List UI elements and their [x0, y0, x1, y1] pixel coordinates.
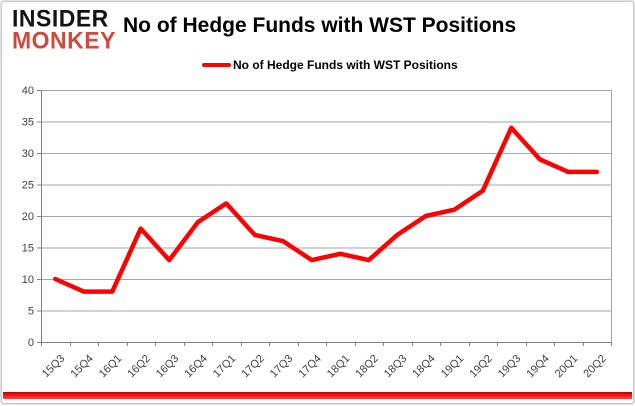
- logo-line-insider: INSIDER: [12, 4, 109, 32]
- svg-text:15Q3: 15Q3: [40, 353, 68, 381]
- page-title: No of Hedge Funds with WST Positions: [123, 14, 517, 37]
- svg-text:0: 0: [28, 337, 34, 349]
- y-axis-labels: 0 5 10 15 20 25 30 35 40: [22, 85, 34, 349]
- svg-text:17Q4: 17Q4: [296, 353, 324, 381]
- svg-text:19Q3: 19Q3: [496, 353, 524, 381]
- svg-text:19Q4: 19Q4: [524, 353, 552, 381]
- svg-text:18Q3: 18Q3: [382, 353, 410, 381]
- svg-text:17Q2: 17Q2: [239, 353, 267, 381]
- svg-text:19Q1: 19Q1: [439, 353, 467, 381]
- svg-text:16Q2: 16Q2: [125, 353, 153, 381]
- svg-text:35: 35: [22, 117, 34, 129]
- legend-line-swatch: [202, 63, 231, 67]
- axes: [37, 90, 612, 346]
- insider-monkey-logo: INSIDER MONKEY: [12, 4, 116, 54]
- svg-text:16Q3: 16Q3: [154, 353, 182, 381]
- svg-text:30: 30: [22, 148, 34, 160]
- svg-text:18Q1: 18Q1: [325, 353, 353, 381]
- svg-text:20Q1: 20Q1: [553, 353, 581, 381]
- logo-line-monkey: MONKEY: [12, 26, 116, 54]
- svg-text:18Q4: 18Q4: [410, 353, 438, 381]
- svg-text:16Q1: 16Q1: [97, 353, 125, 381]
- svg-text:20Q2: 20Q2: [581, 353, 609, 381]
- svg-text:20: 20: [22, 211, 34, 223]
- svg-text:15: 15: [22, 243, 34, 255]
- svg-text:40: 40: [22, 85, 34, 97]
- chart-legend: No of Hedge Funds with WST Positions: [202, 58, 458, 72]
- svg-text:10: 10: [22, 274, 34, 286]
- svg-text:15Q4: 15Q4: [68, 353, 96, 381]
- svg-text:17Q1: 17Q1: [211, 353, 239, 381]
- svg-text:16Q4: 16Q4: [182, 353, 210, 381]
- gridlines: [41, 90, 612, 342]
- svg-text:17Q3: 17Q3: [268, 353, 296, 381]
- svg-text:5: 5: [28, 306, 34, 318]
- legend-label: No of Hedge Funds with WST Positions: [233, 58, 458, 72]
- bottom-red-bar: [3, 392, 632, 399]
- svg-text:18Q2: 18Q2: [353, 353, 381, 381]
- svg-text:25: 25: [22, 180, 34, 192]
- series-line: [53, 125, 599, 294]
- x-axis-labels: 15Q3 15Q4 16Q1 16Q2 16Q3 16Q4 17Q1 17Q2 17Q3 17Q4…: [40, 353, 609, 381]
- svg-text:19Q2: 19Q2: [467, 353, 495, 381]
